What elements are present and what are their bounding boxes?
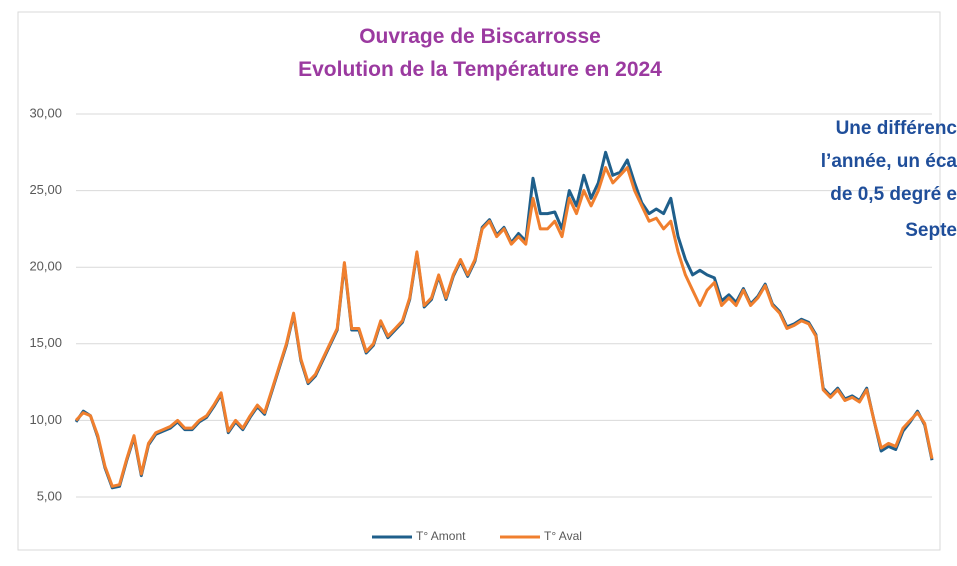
- series-line: [74, 166, 934, 488]
- y-tick-label: 10,00: [29, 412, 62, 427]
- legend-label: T° Amont: [416, 529, 466, 543]
- annotation: Septe: [905, 220, 957, 241]
- chart-title: Ouvrage de Biscarrosse: [359, 25, 601, 48]
- y-tick-label: 30,00: [29, 105, 62, 120]
- annotation: Une différenc: [836, 118, 957, 139]
- chart-frame: [17, 11, 941, 551]
- y-tick-label: 15,00: [29, 335, 62, 350]
- annotation: l’année, un éca: [821, 151, 957, 172]
- y-tick-label: 20,00: [29, 259, 62, 274]
- y-tick-label: 5,00: [37, 488, 62, 503]
- legend-label: T° Aval: [544, 529, 582, 543]
- chart-title: Evolution de la Température en 2024: [298, 58, 662, 81]
- y-tick-label: 25,00: [29, 182, 62, 197]
- annotation: de 0,5 degré e: [830, 184, 957, 205]
